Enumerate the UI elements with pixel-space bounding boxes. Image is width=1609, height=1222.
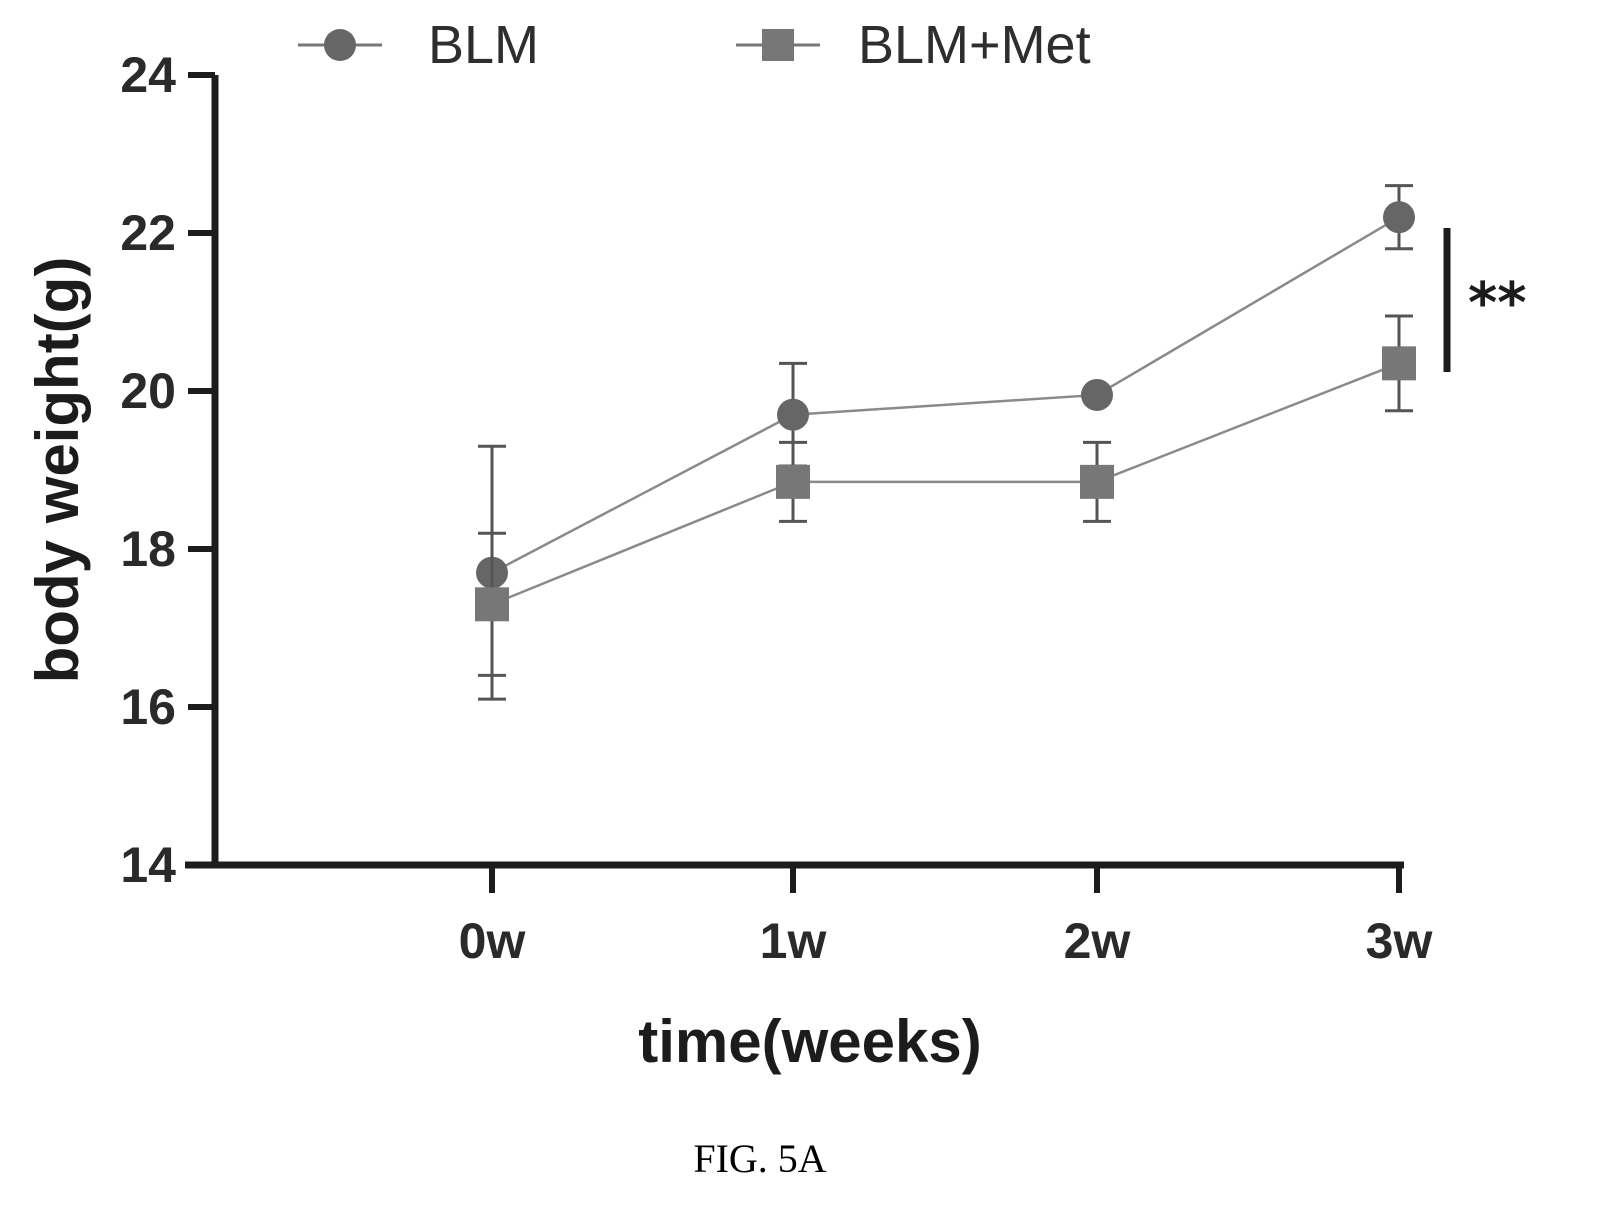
y-tick-label: 18 — [120, 521, 176, 577]
data-point — [776, 464, 810, 499]
series-layer — [475, 184, 1416, 701]
legend-item-blm: BLM — [298, 15, 539, 75]
y-tick-label: 14 — [120, 837, 176, 893]
y-tick-label: 20 — [120, 363, 176, 419]
series-line — [491, 362, 1400, 606]
x-tick-label: 1w — [760, 913, 827, 969]
data-point — [1382, 346, 1416, 381]
data-point — [475, 587, 509, 622]
data-point — [1080, 464, 1114, 499]
series-blm — [476, 184, 1415, 701]
data-point — [1383, 201, 1415, 234]
x-tick-label: 2w — [1064, 913, 1131, 969]
data-point — [777, 398, 809, 431]
series-blm-met — [475, 314, 1416, 677]
significance-marker: ** — [1443, 228, 1527, 372]
legend-label-blm-met: BLM+Met — [858, 15, 1091, 75]
x-ticks: 0w 1w 2w 3w — [459, 865, 1433, 969]
y-tick-label: 22 — [120, 205, 176, 261]
legend-label-blm: BLM — [428, 15, 539, 75]
series-line — [491, 216, 1400, 574]
legend: BLM BLM+Met — [298, 15, 1091, 75]
x-tick-label: 3w — [1366, 913, 1433, 969]
significance-label: ** — [1468, 271, 1527, 336]
legend-item-blm-met: BLM+Met — [736, 15, 1091, 75]
data-point — [1081, 378, 1113, 411]
y-tick-label: 24 — [120, 47, 176, 103]
y-ticks: 14 16 18 20 22 24 — [120, 47, 215, 893]
x-axis-title: time(weeks) — [638, 1008, 981, 1075]
y-axis-title: body weight(g) — [24, 257, 91, 684]
y-tick-label: 16 — [120, 679, 176, 735]
x-tick-label: 0w — [459, 913, 526, 969]
figure-caption: FIG. 5A — [693, 1136, 826, 1181]
